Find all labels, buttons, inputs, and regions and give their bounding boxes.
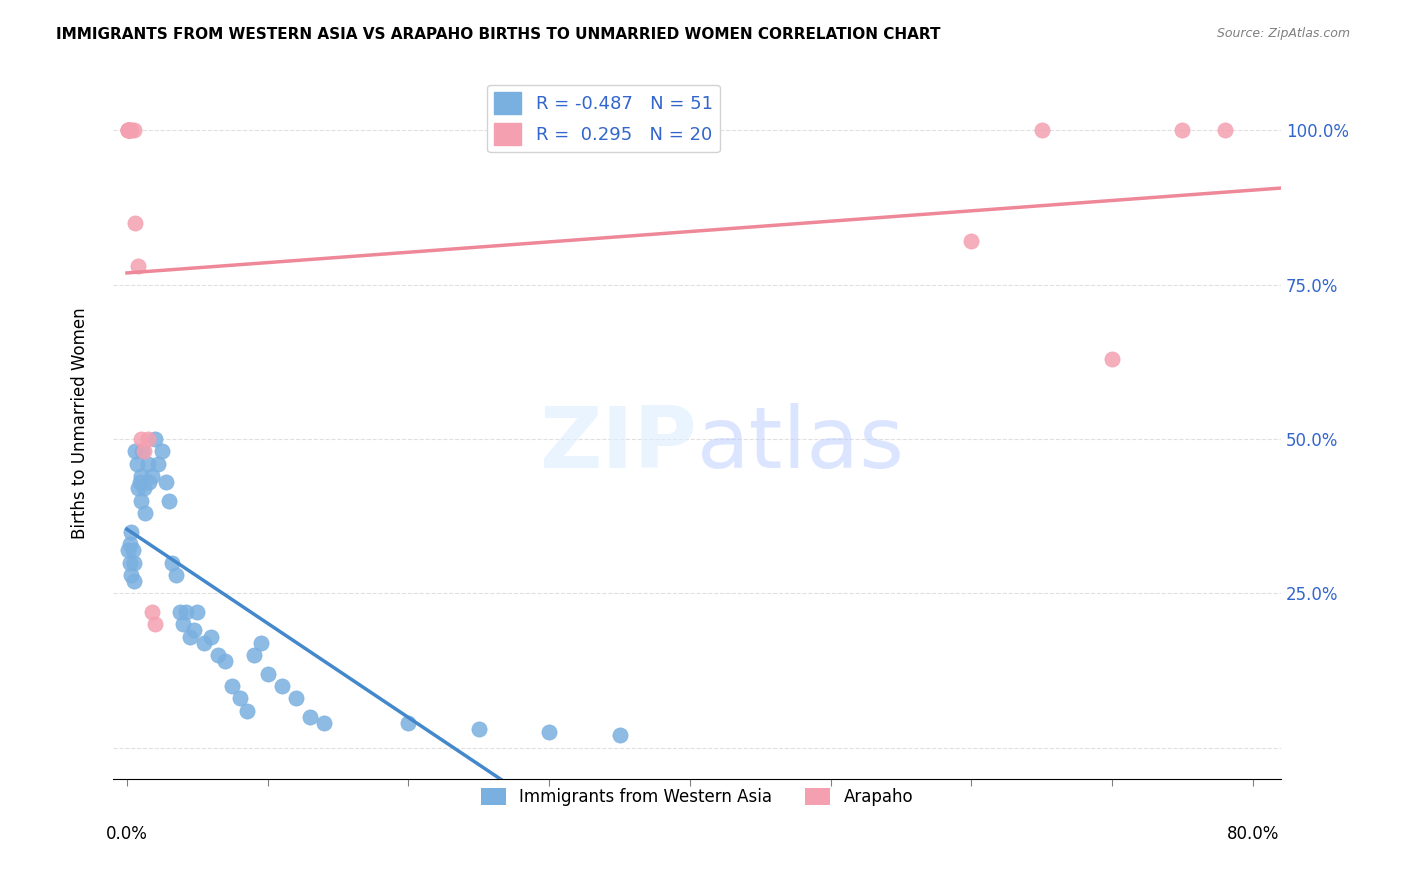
Point (143, 617, 166, 632)
Point (155, 475, 177, 490)
Text: atlas: atlas (697, 403, 905, 486)
Point (228, 691, 250, 706)
Point (249, 636, 271, 650)
Point (117, 123, 139, 137)
Point (118, 123, 141, 137)
Y-axis label: Births to Unmarried Women: Births to Unmarried Women (72, 308, 89, 540)
Point (200, 630, 222, 644)
Point (120, 567, 142, 582)
Text: 80.0%: 80.0% (1226, 825, 1279, 843)
Point (136, 432, 159, 446)
Point (122, 123, 145, 137)
Point (165, 567, 187, 582)
Point (129, 432, 152, 446)
Point (298, 710, 321, 724)
Point (150, 444, 173, 458)
Point (141, 469, 163, 483)
Point (960, 235, 983, 249)
Point (127, 259, 149, 273)
Point (132, 482, 155, 496)
Point (172, 617, 194, 632)
Point (118, 123, 141, 137)
Point (128, 475, 150, 490)
Point (396, 716, 419, 731)
Point (125, 457, 148, 471)
Point (242, 648, 264, 662)
Point (468, 723, 491, 737)
Point (207, 648, 229, 662)
Point (146, 457, 169, 471)
Point (143, 432, 166, 446)
Point (1031, 123, 1053, 137)
Point (169, 605, 191, 619)
Point (284, 691, 307, 706)
Point (129, 493, 152, 508)
Point (136, 457, 159, 471)
Point (312, 716, 335, 731)
Text: Source: ZipAtlas.com: Source: ZipAtlas.com (1216, 27, 1350, 40)
Text: IMMIGRANTS FROM WESTERN ASIA VS ARAPAHO BIRTHS TO UNMARRIED WOMEN CORRELATION CH: IMMIGRANTS FROM WESTERN ASIA VS ARAPAHO … (56, 27, 941, 42)
Point (122, 574, 145, 588)
Point (118, 537, 141, 551)
Point (174, 605, 197, 619)
Point (118, 556, 141, 570)
Point (134, 506, 156, 520)
Point (138, 475, 160, 490)
Point (131, 444, 153, 458)
Point (117, 123, 139, 137)
Point (221, 679, 243, 693)
Point (124, 216, 146, 230)
Point (538, 725, 561, 739)
Point (1171, 123, 1194, 137)
Text: 0.0%: 0.0% (105, 825, 148, 843)
Point (193, 636, 215, 650)
Point (183, 624, 205, 638)
Point (117, 123, 139, 137)
Point (1101, 351, 1123, 366)
Point (179, 630, 201, 644)
Point (186, 605, 208, 619)
Point (141, 605, 163, 619)
Legend: Immigrants from Western Asia, Arapaho: Immigrants from Western Asia, Arapaho (474, 781, 920, 813)
Point (1213, 123, 1236, 137)
Point (122, 556, 145, 570)
Point (132, 444, 155, 458)
Point (117, 123, 139, 137)
Point (117, 543, 139, 558)
Point (235, 704, 257, 718)
Point (124, 444, 146, 458)
Point (609, 728, 631, 742)
Point (160, 556, 183, 570)
Point (127, 482, 149, 496)
Point (270, 679, 292, 693)
Point (121, 543, 143, 558)
Point (120, 123, 142, 137)
Point (256, 666, 278, 681)
Text: ZIP: ZIP (538, 403, 697, 486)
Point (214, 654, 236, 668)
Point (120, 524, 142, 539)
Point (129, 469, 152, 483)
Point (157, 493, 180, 508)
